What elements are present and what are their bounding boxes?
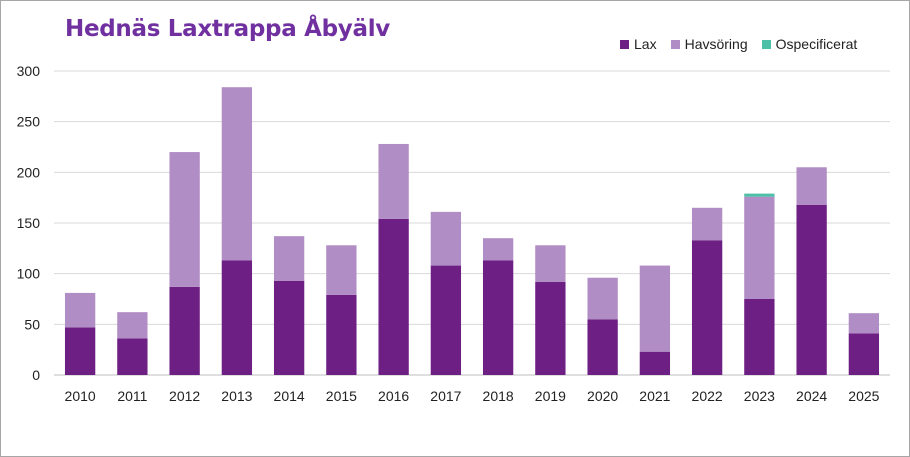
bar-lax xyxy=(691,240,723,375)
bar-lax xyxy=(378,218,409,375)
bar-lax xyxy=(326,294,357,375)
x-tick-label: 2010 xyxy=(65,388,96,404)
x-tick-label: 2024 xyxy=(796,388,827,404)
bar-havs-ring xyxy=(326,245,357,295)
x-tick-label: 2019 xyxy=(535,388,566,404)
bar-lax xyxy=(430,265,462,375)
bar-havs-ring xyxy=(691,207,723,241)
y-tick-label: 0 xyxy=(32,367,40,383)
x-tick-label: 2011 xyxy=(117,388,147,404)
x-tick-label: 2018 xyxy=(483,388,514,404)
chart-legend: Lax Havsöring Ospecificerat xyxy=(620,36,871,52)
bar-havs-ring xyxy=(430,211,462,266)
x-tick-label: 2025 xyxy=(848,388,879,404)
chart-title: Hednäs Laxtrappa Åbyälv xyxy=(65,16,390,42)
bar-lax xyxy=(848,333,880,375)
legend-item-lax: Lax xyxy=(620,36,657,52)
legend-label-lax: Lax xyxy=(634,36,657,52)
bar-havs-ring xyxy=(117,312,148,339)
bar-lax xyxy=(64,327,96,375)
x-tick-label: 2013 xyxy=(221,388,252,404)
bar-havs-ring xyxy=(64,292,96,328)
x-tick-label: 2017 xyxy=(430,388,461,404)
bar-lax xyxy=(639,351,671,375)
bar-havs-ring xyxy=(378,143,409,219)
bar-lax xyxy=(169,286,200,375)
bar-havs-ring xyxy=(587,277,618,320)
x-tick-label: 2023 xyxy=(744,388,775,404)
x-tick-label: 2021 xyxy=(639,388,670,404)
bar-lax xyxy=(117,338,148,375)
bar-lax xyxy=(535,281,566,375)
legend-label-ospecificerat: Ospecificerat xyxy=(775,36,858,52)
y-tick-label: 100 xyxy=(17,266,41,282)
bar-havs-ring xyxy=(169,152,200,287)
y-tick-label: 150 xyxy=(17,215,41,231)
bar-havs-ring xyxy=(273,236,305,281)
x-tick-label: 2015 xyxy=(326,388,357,404)
y-tick-label: 300 xyxy=(17,63,41,79)
bar-havs-ring xyxy=(639,265,671,352)
legend-swatch-ospecificerat xyxy=(761,39,771,49)
x-tick-label: 2012 xyxy=(169,388,200,404)
legend-item-havsoring: Havsöring xyxy=(670,36,748,52)
x-tick-label: 2016 xyxy=(378,388,409,404)
x-tick-label: 2022 xyxy=(692,388,723,404)
bar-havs-ring xyxy=(482,238,514,261)
bar-lax xyxy=(273,280,305,375)
y-tick-label: 50 xyxy=(24,316,40,332)
y-tick-label: 250 xyxy=(17,114,41,130)
bar-havs-ring xyxy=(535,245,566,282)
bar-lax xyxy=(221,260,253,375)
bar-ospecificerat xyxy=(744,193,775,197)
x-tick-label: 2014 xyxy=(274,388,305,404)
bar-havs-ring xyxy=(221,87,253,261)
bar-havs-ring xyxy=(796,167,827,205)
bar-lax xyxy=(744,299,775,375)
legend-swatch-havsoring xyxy=(670,39,680,49)
bar-havs-ring xyxy=(848,313,880,334)
legend-label-havsoring: Havsöring xyxy=(684,36,748,52)
y-tick-label: 200 xyxy=(17,164,41,180)
bar-lax xyxy=(587,319,618,375)
legend-item-ospecificerat: Ospecificerat xyxy=(761,36,858,52)
legend-swatch-lax xyxy=(620,39,629,49)
bar-lax xyxy=(482,260,514,375)
x-tick-label: 2020 xyxy=(587,388,618,404)
bar-havs-ring xyxy=(744,196,775,299)
bar-lax xyxy=(796,204,827,375)
